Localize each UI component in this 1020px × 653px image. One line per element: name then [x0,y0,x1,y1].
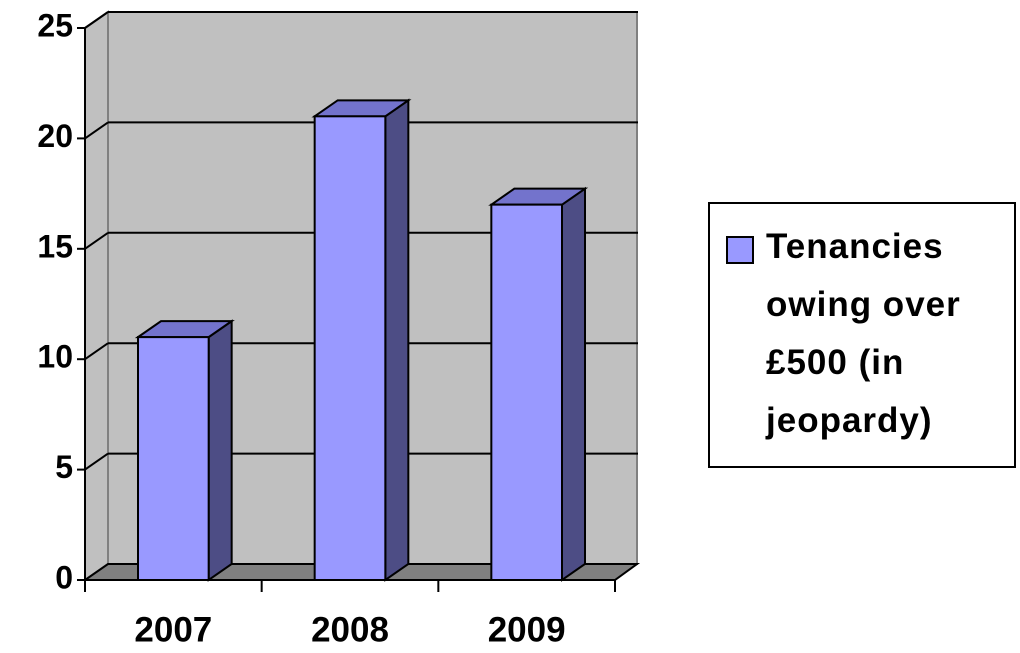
y-tick-label: 10 [37,339,73,375]
y-tick-label: 25 [37,7,73,43]
bar-side [384,98,410,582]
y-tick-label: 5 [55,449,73,485]
grid-line-side [84,231,109,250]
legend-swatch [726,236,754,264]
grid-line-side [84,342,109,361]
legend-label: Tenancies owing over £500 (in jeopardy) [766,227,961,440]
y-tick-label: 0 [55,559,73,595]
grid-line-side [84,452,109,471]
y-tick-label: 20 [37,118,73,154]
bar [313,115,387,581]
x-tick-label: 2009 [488,610,566,649]
grid-line-side [84,11,109,29]
bar-side [561,186,586,582]
side-wall [84,10,109,582]
grid-line-side [84,121,109,140]
x-tick-label: 2008 [311,610,389,649]
legend: Tenancies owing over £500 (in jeopardy) [708,202,1016,468]
bar-side [207,319,233,582]
y-tick-label: 15 [37,228,73,264]
bar [490,203,564,581]
x-tick-label: 2007 [134,610,212,649]
bar [137,336,210,581]
